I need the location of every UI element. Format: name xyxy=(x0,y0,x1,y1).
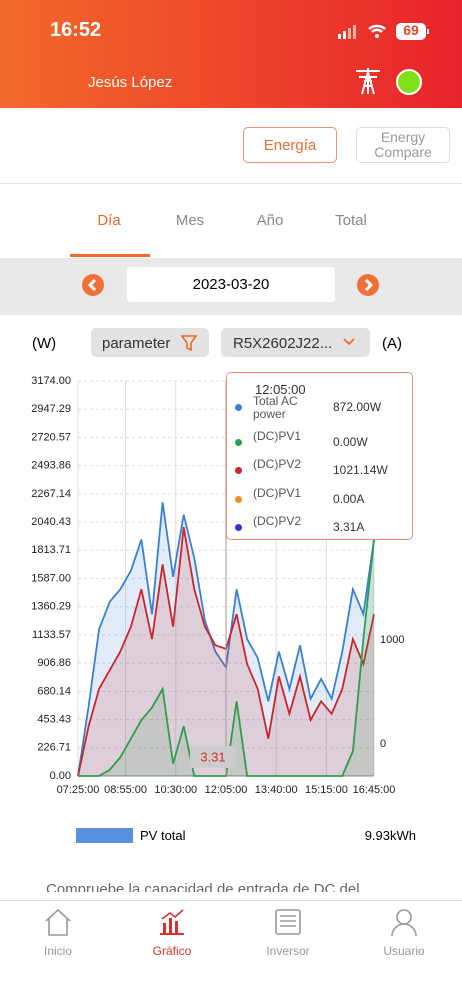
y-tick-label: 1813.71 xyxy=(31,544,71,556)
legend-swatch xyxy=(76,828,133,843)
filter-icon xyxy=(180,335,198,352)
tooltip-label: (DC)PV1 xyxy=(253,486,302,500)
divider xyxy=(0,183,462,184)
tooltip-value: 0.00A xyxy=(333,492,365,506)
tooltip-label: (DC)PV1 xyxy=(253,429,302,443)
y-tick-label: 2493.86 xyxy=(31,460,71,472)
y-tick-label: 1587.00 xyxy=(31,572,71,584)
tooltip-time: 12:05:00 xyxy=(255,382,306,397)
series-area xyxy=(78,539,374,776)
x-tick-label: 10:30:00 xyxy=(154,784,197,796)
left-unit: (W) xyxy=(32,335,57,352)
tooltip-dot xyxy=(235,404,242,411)
status-dot xyxy=(396,69,422,95)
chart: 0.00 226.71 453.43 680.14 906.86 1133.57 1360.… xyxy=(31,375,404,796)
tooltip-dot xyxy=(235,439,242,446)
inverter-icon[interactable] xyxy=(273,907,303,937)
home-icon[interactable] xyxy=(43,907,73,937)
tooltip-value: 0.00W xyxy=(333,435,368,449)
y-tick-label: 0.00 xyxy=(50,770,71,782)
nav-label[interactable]: Usuario xyxy=(383,944,425,958)
x-tick-label: 15:15:00 xyxy=(305,784,348,796)
y-tick-label: 2040.43 xyxy=(31,516,71,528)
parameter-chip[interactable] xyxy=(91,328,209,357)
x-tick-label: 16:45:00 xyxy=(353,784,396,796)
tooltip-dot xyxy=(235,496,242,503)
y-tick-label: 2720.57 xyxy=(31,431,71,443)
x-tick-label: 08:55:00 xyxy=(104,784,147,796)
legend-total: 9.93kWh xyxy=(364,828,416,843)
y-tick-label: 1360.29 xyxy=(31,601,71,613)
y-tick-label: 906.86 xyxy=(37,657,71,669)
device-label: R5X2602J22... xyxy=(233,335,333,352)
tooltip-dot xyxy=(235,524,242,531)
pointer-box xyxy=(190,746,236,768)
x-tick-label: 07:25:00 xyxy=(57,784,100,796)
y-tick-label: 1133.57 xyxy=(32,629,71,641)
next-day[interactable] xyxy=(356,273,380,297)
x-tick-label: 12:05:00 xyxy=(205,784,248,796)
tooltip-label: (DC)PV2 xyxy=(253,457,302,471)
tab[interactable]: Año xyxy=(256,212,284,229)
header xyxy=(0,0,462,108)
note-clip: Compruebe la capacidad de entrada de DC … xyxy=(46,878,446,892)
clock: 16:52 xyxy=(50,19,102,41)
tooltip-label: (DC)PV2 xyxy=(253,514,302,528)
parameter-label: parameter xyxy=(102,335,171,352)
nav-bar xyxy=(0,900,462,1000)
y-tick-label: 453.43 xyxy=(37,713,71,725)
tab[interactable]: Mes xyxy=(175,212,205,229)
user-name: Jesús López xyxy=(88,74,173,91)
y-tick-label: 3174.00 xyxy=(31,375,71,387)
energy-button[interactable]: Energía xyxy=(243,127,337,163)
nav-label[interactable]: Inicio xyxy=(43,944,72,958)
dropdown-icon xyxy=(343,338,355,346)
tab-underline xyxy=(70,254,150,257)
date[interactable]: 2023-03-20 xyxy=(127,267,335,302)
tooltip-label: Total AC power xyxy=(253,394,298,421)
x-tick-label: 13:40:00 xyxy=(255,784,298,796)
y-tick-label: 2947.29 xyxy=(31,403,71,415)
y2-tick-label: 1000 xyxy=(380,634,404,646)
chart-icon[interactable] xyxy=(157,907,187,937)
status-icons xyxy=(338,23,429,40)
tooltip-dot xyxy=(235,467,242,474)
pointer-label: 3.31 xyxy=(200,749,225,764)
tower-icon[interactable] xyxy=(352,66,384,96)
compare-button[interactable]: Energy Compare xyxy=(356,127,450,163)
user-icon[interactable] xyxy=(389,907,419,937)
device-chip[interactable] xyxy=(221,328,370,357)
tab[interactable]: Día xyxy=(97,212,121,229)
tab[interactable]: Total xyxy=(335,212,367,229)
y2-tick-label: 0 xyxy=(380,738,386,750)
y-tick-label: 226.71 xyxy=(37,742,71,754)
right-unit: (A) xyxy=(382,335,402,352)
nav-label[interactable]: Inversor xyxy=(266,944,310,958)
legend-label: PV total xyxy=(140,828,186,843)
y-tick-label: 2267.14 xyxy=(31,488,71,500)
tooltip: 12:05:00 Total AC power 872.00W (DC)PV1 0.0… xyxy=(226,372,413,540)
tooltip-value: 3.31A xyxy=(333,520,365,534)
battery-level: 69 xyxy=(403,22,419,38)
tooltip-value: 872.00W xyxy=(333,400,382,414)
note: Compruebe la capacidad de entrada de DC … xyxy=(46,881,360,892)
prev-day[interactable] xyxy=(81,273,105,297)
nav-label[interactable]: Gráfico xyxy=(152,944,192,958)
tooltip-value: 1021.14W xyxy=(333,463,388,477)
y-tick-label: 680.14 xyxy=(37,685,71,697)
